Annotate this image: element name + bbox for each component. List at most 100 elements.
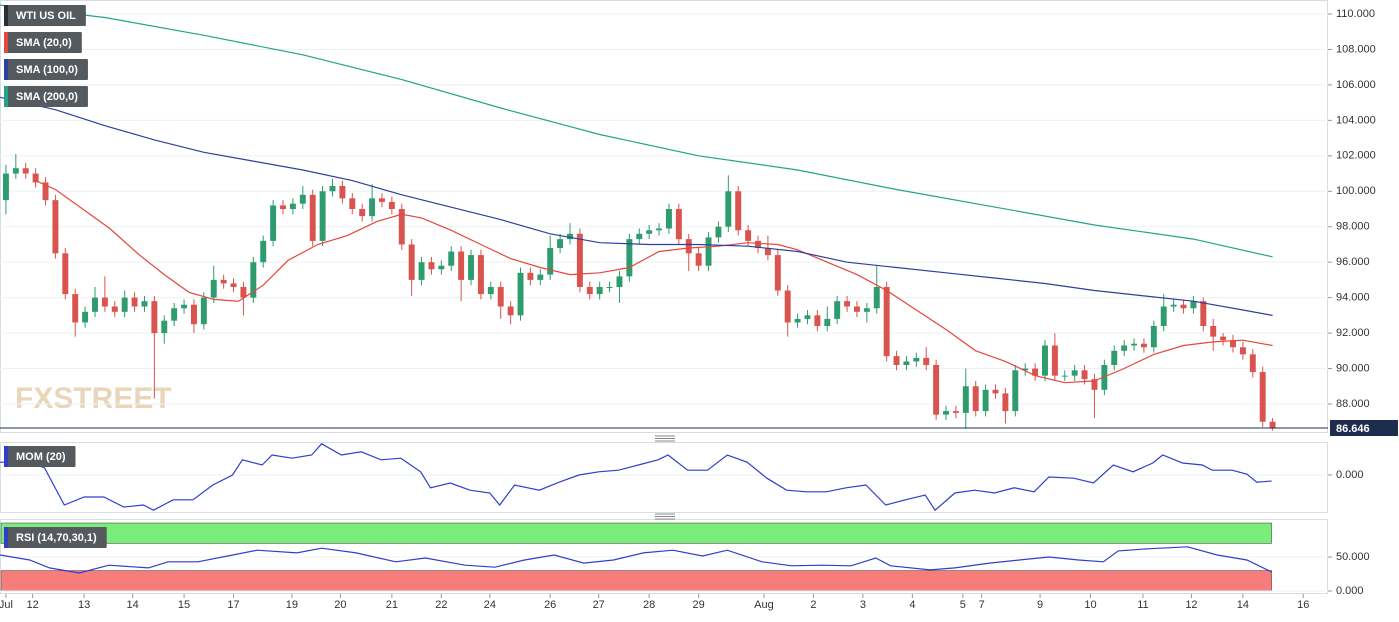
candle-body [1239,347,1246,355]
candle-body [240,286,247,298]
x-tick-label: 28 [643,599,655,611]
candle-body [379,198,385,202]
panel-1: 0.000 MOM (20) [0,443,1364,512]
candle-body [576,233,583,287]
candle-body [1012,370,1019,412]
candle-body [210,279,217,298]
legend-swatch [4,59,8,80]
x-tick-label: 15 [178,599,190,611]
y-tick-label: 0.000 [1336,585,1364,597]
x-tick-label: 11 [1137,599,1148,611]
candle-body [933,364,940,415]
candle-body [359,208,366,217]
panel-handle[interactable] [655,513,675,520]
candle-body [280,205,286,209]
y-tick-label: 108.000 [1336,43,1376,55]
candle-body [1269,421,1276,428]
candle-body [1121,345,1128,351]
candle-body [131,297,138,307]
overbought-band [0,522,1272,544]
y-tick-label: 96.000 [1336,256,1370,268]
candle-body [586,286,593,295]
candle-body [982,389,989,412]
x-tick-label: 29 [693,599,705,611]
legend-item: RSI (14,70,30,1) [4,527,107,548]
y-tick-label: 50.000 [1336,551,1370,563]
candle-body [992,389,999,394]
candle-body [903,361,910,365]
x-tick-label: 14 [1237,599,1249,611]
candle-body [339,185,346,199]
candle-body [804,315,811,319]
candle-body [1200,301,1207,326]
candle-body [1170,304,1177,307]
y-tick-label: 106.000 [1336,79,1376,91]
price-panel [0,0,1328,433]
y-tick-label: 0.000 [1336,469,1364,481]
legend-swatch [4,86,8,107]
candle-body [705,237,712,266]
candle-body [438,265,445,270]
legend-label: SMA (100,0) [16,64,78,76]
x-tick-label: 2 [810,599,816,611]
legend-box [4,5,86,26]
x-tick-label: 16 [1297,599,1309,611]
candle-body [92,297,98,312]
candle-body [448,251,455,266]
watermark: FXSTREET [15,382,172,415]
momentum-panel [0,442,1328,513]
x-tick-label: 12 [1185,599,1197,611]
candle-body [1210,325,1217,337]
y-tick-label: 98.000 [1336,221,1370,233]
candle-body [319,191,326,241]
x-tick-label: 22 [435,599,447,611]
y-tick-label: 94.000 [1336,292,1370,304]
last-price-label: 86.646 [1336,423,1370,435]
candle-body [477,255,484,295]
candle-body [764,247,771,256]
candle-body [220,279,227,284]
y-tick-label: 88.000 [1336,398,1370,410]
candle-body [181,304,188,309]
candle-body [725,191,732,227]
candle-body [72,294,79,323]
candle-body [923,357,930,365]
candle-body [1081,370,1088,380]
candle-body [22,168,29,174]
line-series [35,180,1273,384]
candle-body [250,262,257,298]
candle-body [715,226,722,238]
candle-body [270,205,277,241]
y-tick-label: 110.000 [1336,8,1375,20]
candle-body [873,286,880,309]
x-tick-label: 5 [960,599,966,611]
x-tick-label: 7 [979,599,985,611]
y-tick-label: 92.000 [1336,327,1370,339]
x-tick-label: Jul [0,599,13,611]
candle-body [665,208,672,229]
oversold-band [0,570,1272,592]
candle-body [893,356,900,365]
candle-body [408,244,415,280]
last-price-box [1330,419,1398,436]
candle-body [784,290,791,323]
candle-body [111,306,118,312]
y-tick-label: 102.000 [1336,150,1376,162]
candle-body [1131,343,1138,346]
legend-label: MOM (20) [16,451,66,463]
legend-label: WTI US OIL [16,10,76,22]
candle-body [1180,304,1187,309]
candle-body [200,297,207,325]
candle-body [190,304,197,325]
legend-item: SMA (20,0) [4,32,82,53]
candle-body [834,301,841,319]
legend-item: SMA (200,0) [4,86,88,107]
candle-body [962,386,969,413]
line-series [0,96,1273,316]
legend-swatch [4,527,8,548]
candle-body [230,283,237,287]
panel-handle[interactable] [655,435,675,442]
candle-body [2,173,9,201]
legend-label: SMA (200,0) [16,91,78,103]
